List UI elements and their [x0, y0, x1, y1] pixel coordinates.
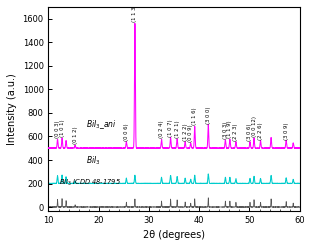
- Text: (3 0 3): (3 0 3): [223, 122, 228, 139]
- Text: (0 0 3): (0 0 3): [55, 121, 60, 138]
- X-axis label: 2θ (degrees): 2θ (degrees): [143, 230, 205, 240]
- Text: (2 2 3): (2 2 3): [233, 123, 238, 141]
- Text: (1 0 7): (1 0 7): [168, 119, 173, 137]
- Text: BiI$_3$ ICDD 48-1795: BiI$_3$ ICDD 48-1795: [59, 178, 120, 188]
- Text: (2 2 6): (2 2 6): [258, 122, 263, 140]
- Text: (1 1 6): (1 1 6): [192, 108, 197, 125]
- Text: (0 0 6): (0 0 6): [124, 123, 129, 141]
- Text: (1 1 3): (1 1 3): [132, 5, 137, 22]
- Text: (3 0 0): (3 0 0): [206, 106, 211, 124]
- Text: (1 1 9): (1 1 9): [227, 121, 232, 138]
- Text: BiI$_3$_ani: BiI$_3$_ani: [86, 118, 117, 131]
- Text: (0 0 9): (0 0 9): [188, 124, 193, 142]
- Text: (0 2 4): (0 2 4): [159, 121, 164, 138]
- Text: BiI$_3$: BiI$_3$: [86, 155, 101, 167]
- Text: (1 0 1): (1 0 1): [60, 120, 65, 137]
- Text: (1 2 1): (1 2 1): [175, 120, 180, 138]
- Y-axis label: Intensity (a.u.): Intensity (a.u.): [7, 73, 17, 145]
- Text: (0 0 12): (0 0 12): [251, 116, 256, 137]
- Text: (3 0 9): (3 0 9): [284, 122, 289, 140]
- Text: (0 1 2): (0 1 2): [73, 126, 78, 144]
- Text: (3 0 6): (3 0 6): [247, 123, 252, 141]
- Text: (1 2 2): (1 2 2): [183, 123, 188, 141]
